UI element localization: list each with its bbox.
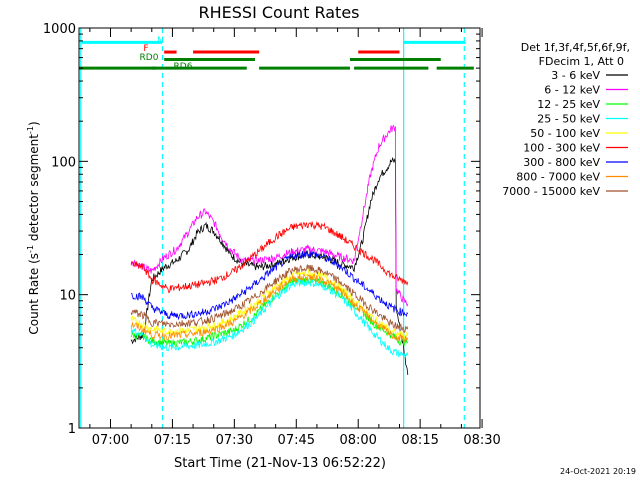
series-line-7 — [130, 272, 409, 344]
x-tick-label-1: 07:15 — [154, 433, 191, 448]
series-lines — [130, 124, 409, 375]
legend-label-8: 7000 - 15000 keV — [502, 185, 600, 198]
series-line-6 — [131, 250, 409, 321]
x-tick-label-0: 07:00 — [92, 433, 129, 448]
legend-label-3: 25 - 50 keV — [537, 113, 600, 126]
y-axis: 1 10 100 1000 — [43, 22, 480, 437]
footer-date: 24-Oct-2021 20:19 — [560, 467, 636, 476]
series-line-8 — [130, 264, 409, 333]
x-tick-label-4: 08:00 — [339, 433, 376, 448]
x-tick-label-2: 07:30 — [216, 433, 253, 448]
series-line-5 — [130, 220, 409, 294]
flag-label-2: RD0 — [140, 53, 159, 63]
legend-header-line-1: Det 1f,3f,4f,5f,6f,9f, — [521, 41, 630, 54]
flag-label-1: F — [143, 44, 148, 54]
x-tick-label-5: 08:15 — [401, 433, 438, 448]
y-tick-label-3: 1000 — [43, 22, 76, 37]
series-line-1 — [130, 124, 409, 307]
legend-label-1: 6 - 12 keV — [544, 84, 600, 97]
series-line-3 — [130, 278, 409, 358]
y-axis-label: Count Rate (s-1 detector segment-1) — [26, 121, 41, 334]
flag-label-0: N — [157, 36, 164, 46]
y-tick-label-1: 10 — [59, 289, 76, 304]
chart-title: RHESSI Count Rates — [199, 3, 360, 22]
x-tick-label-6: 08:30 — [463, 433, 500, 448]
flag-label-3: RD6 — [174, 62, 193, 72]
legend-label-0: 3 - 6 keV — [551, 69, 600, 82]
legend-label-5: 100 - 300 keV — [523, 142, 600, 155]
time-marker-lines — [80, 28, 465, 428]
x-axis: 07:00 07:15 07:30 07:45 08:00 08:15 08:30 — [89, 28, 501, 448]
y-tick-label-0: 1 — [68, 422, 76, 437]
x-tick-label-3: 07:45 — [278, 433, 315, 448]
legend-header-line-2: FDecim 1, Att 0 — [539, 55, 624, 68]
legend-label-4: 50 - 100 keV — [530, 127, 600, 140]
x-axis-label: Start Time (21-Nov-13 06:52:22) — [174, 456, 386, 471]
y-tick-label-2: 100 — [51, 155, 76, 170]
plot-frame — [78, 27, 481, 429]
legend-label-6: 300 - 800 keV — [523, 156, 600, 169]
legend: Det 1f,3f,4f,5f,6f,9f, FDecim 1, Att 0 3… — [502, 41, 630, 198]
legend-label-2: 12 - 25 keV — [537, 98, 600, 111]
series-line-0 — [130, 156, 409, 375]
legend-label-7: 800 - 7000 keV — [516, 171, 600, 184]
